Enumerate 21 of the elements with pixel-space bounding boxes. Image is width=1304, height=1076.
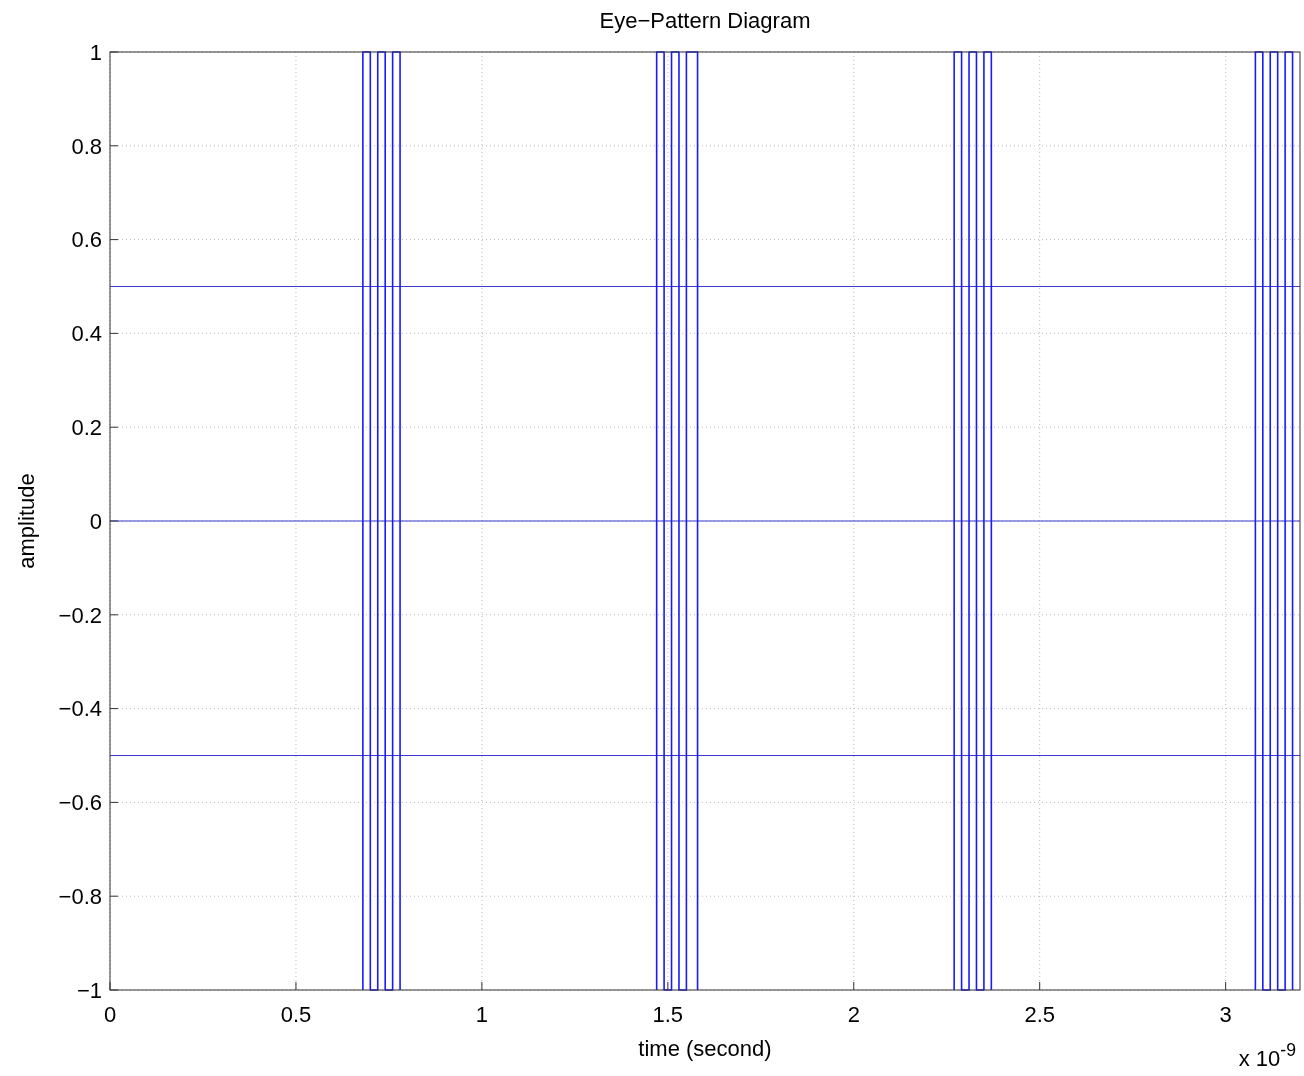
- y-tick-label: −0.6: [58, 790, 102, 816]
- y-tick-label: −0.8: [58, 883, 102, 909]
- y-axis-title: amplitude: [14, 473, 39, 569]
- y-tick-label: 0.6: [71, 227, 102, 253]
- chart-title: Eye−Pattern Diagram: [599, 8, 811, 33]
- x-tick-label: 2.5: [1024, 1002, 1055, 1027]
- x-tick-label: 0.5: [280, 1002, 312, 1027]
- y-tick-label: −0.4: [58, 696, 102, 722]
- y-tick-label: 0: [89, 508, 102, 534]
- text: x 10$^{-9}$: [1238, 1040, 1296, 1071]
- y-tick-label: 1: [89, 39, 102, 65]
- x-tick-label: 1.5: [652, 1002, 684, 1027]
- y-tick-label: 0.4: [71, 321, 102, 347]
- x-tick-label: 2: [847, 1002, 860, 1027]
- x-axis-title: time (second): [638, 1036, 772, 1061]
- x-tick-label: 1: [475, 1002, 488, 1027]
- y-tick-label: −1: [76, 977, 102, 1003]
- x-tick-label: 3: [1219, 1002, 1232, 1027]
- y-tick-label: 0.8: [71, 133, 102, 159]
- y-tick-label: 0.2: [71, 414, 102, 440]
- y-tick-label: −0.2: [58, 602, 102, 628]
